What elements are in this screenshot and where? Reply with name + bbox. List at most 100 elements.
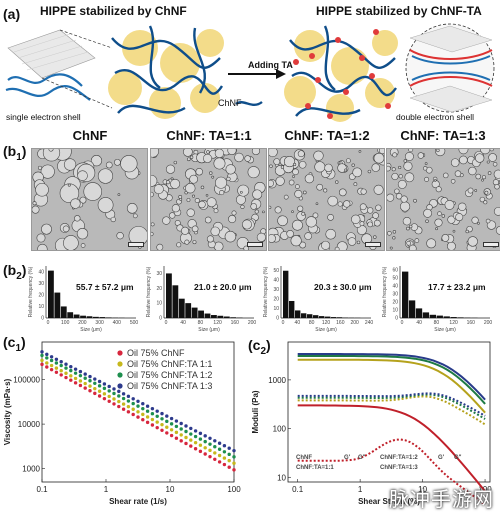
data-point bbox=[73, 381, 78, 385]
droplet bbox=[334, 246, 340, 250]
adding-ta-label: Adding TA bbox=[248, 60, 293, 70]
x-axis-label: Size (μm) bbox=[80, 327, 102, 332]
droplet bbox=[292, 175, 295, 178]
data-point bbox=[203, 439, 207, 444]
data-point bbox=[40, 358, 44, 363]
droplet bbox=[492, 162, 498, 167]
droplet bbox=[494, 184, 500, 190]
x-tick-label: 300 bbox=[95, 320, 104, 326]
droplet bbox=[489, 149, 494, 152]
droplet bbox=[378, 149, 384, 155]
data-point bbox=[112, 402, 116, 406]
droplet bbox=[42, 149, 61, 162]
scale-bar bbox=[128, 242, 144, 247]
data-point bbox=[136, 410, 140, 414]
legend-entry: Oil 75% ChNF:TA 1:2 bbox=[127, 370, 212, 380]
droplet bbox=[254, 209, 259, 214]
droplet bbox=[151, 222, 155, 227]
data-point bbox=[97, 384, 102, 388]
data-point bbox=[78, 369, 83, 374]
data-point bbox=[141, 402, 145, 406]
droplet bbox=[484, 190, 489, 195]
data-point bbox=[198, 449, 203, 454]
data-point bbox=[184, 429, 188, 434]
panel-b2-label: (b2) bbox=[3, 262, 27, 282]
data-point bbox=[165, 414, 169, 418]
panel-a-title-right: HIPPE stabilized by ChNF-TA bbox=[316, 4, 482, 18]
droplet bbox=[446, 241, 456, 250]
data-point bbox=[213, 457, 217, 461]
droplet bbox=[323, 188, 328, 193]
droplet bbox=[344, 168, 348, 172]
droplet bbox=[408, 149, 414, 153]
g-double-prime-curve bbox=[297, 392, 486, 417]
droplet bbox=[176, 242, 182, 248]
data-point bbox=[40, 353, 44, 358]
y-axis-label: Relative frequency (%) bbox=[382, 266, 388, 317]
data-point bbox=[227, 446, 231, 450]
droplet bbox=[181, 226, 190, 235]
droplet bbox=[475, 153, 485, 163]
size-value-3: 20.3 ± 30.0 μm bbox=[314, 282, 372, 292]
data-point bbox=[88, 389, 92, 393]
droplet bbox=[228, 214, 237, 224]
histogram-bar bbox=[54, 292, 61, 318]
y-tick-label: 10 bbox=[277, 473, 286, 482]
data-point bbox=[93, 377, 97, 381]
data-point bbox=[145, 420, 150, 425]
y-tick-label: 60 bbox=[392, 268, 398, 274]
data-point bbox=[222, 462, 227, 467]
droplet bbox=[302, 190, 307, 195]
data-point bbox=[107, 384, 111, 389]
g-double-prime-curve bbox=[297, 393, 486, 420]
droplet bbox=[493, 207, 500, 216]
adding-ta-arrow bbox=[228, 69, 286, 107]
histogram-bar bbox=[331, 317, 337, 318]
droplet bbox=[283, 194, 289, 200]
data-point bbox=[160, 417, 164, 421]
droplet bbox=[169, 212, 176, 219]
data-point bbox=[213, 439, 217, 443]
histogram-bar bbox=[217, 315, 224, 318]
droplet bbox=[235, 194, 246, 205]
y-tick-label: 10 bbox=[38, 304, 44, 310]
droplet bbox=[166, 180, 170, 185]
data-point bbox=[97, 389, 102, 393]
histogram-bar bbox=[172, 285, 179, 318]
data-point bbox=[189, 444, 193, 448]
droplet bbox=[294, 189, 303, 198]
droplet bbox=[454, 170, 462, 177]
data-point bbox=[213, 445, 217, 449]
droplet bbox=[170, 178, 181, 189]
left-nanofiber-sheet bbox=[5, 29, 113, 109]
droplet bbox=[215, 176, 228, 189]
data-point bbox=[97, 394, 102, 398]
droplet bbox=[202, 153, 213, 163]
droplet bbox=[372, 212, 379, 219]
data-point bbox=[160, 422, 164, 427]
droplet bbox=[191, 225, 199, 233]
histogram-bar bbox=[99, 317, 106, 318]
droplet bbox=[213, 157, 226, 170]
droplet bbox=[458, 149, 469, 155]
data-point bbox=[88, 374, 92, 379]
data-point bbox=[208, 436, 212, 441]
panel-a-label: (a) bbox=[3, 6, 21, 22]
droplet bbox=[234, 152, 244, 163]
droplet bbox=[400, 201, 411, 212]
data-point bbox=[189, 438, 193, 442]
column-title-1: ChNF bbox=[72, 128, 108, 143]
droplet bbox=[214, 149, 225, 159]
droplet bbox=[337, 201, 343, 207]
droplet bbox=[475, 173, 482, 180]
droplet bbox=[286, 230, 294, 238]
x-tick-label: 80 bbox=[309, 320, 315, 326]
droplet bbox=[457, 202, 467, 212]
droplet bbox=[403, 159, 407, 163]
droplet bbox=[424, 176, 430, 182]
x-tick-label: 40 bbox=[180, 320, 186, 326]
droplet bbox=[40, 164, 55, 179]
droplet bbox=[209, 171, 213, 175]
